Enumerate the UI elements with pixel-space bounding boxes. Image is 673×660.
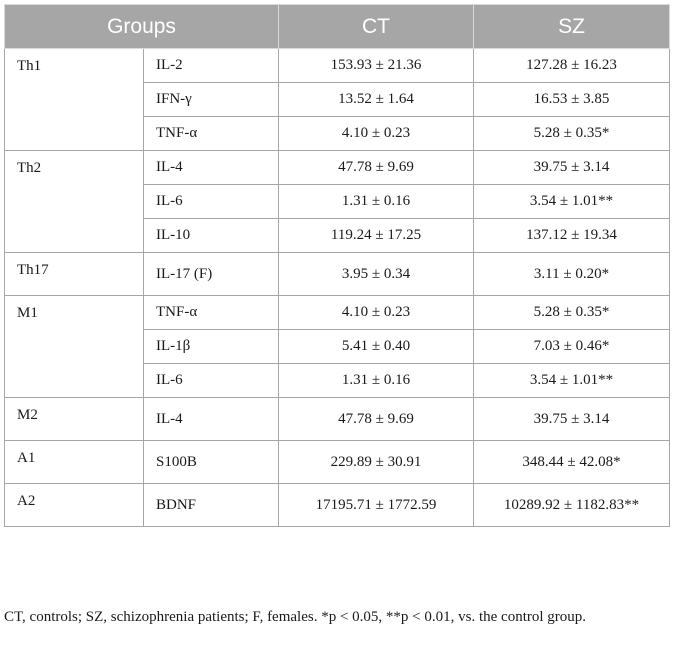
table-row: A2 BDNF 17195.71 ± 1772.59 10289.92 ± 1182.…	[4, 483, 670, 527]
group-name: Th17	[4, 252, 144, 296]
table-row: IL-10 119.24 ± 17.25 137.12 ± 19.34	[5, 218, 670, 253]
ct-value-cell: 5.41 ± 0.40	[278, 329, 474, 364]
group-name: M1	[4, 295, 144, 398]
sz-value-cell: 3.11 ± 0.20*	[473, 252, 670, 296]
table-row: Th17 IL-17 (F) 3.95 ± 0.34 3.11 ± 0.20*	[4, 252, 670, 296]
table-row: A1 S100B 229.89 ± 30.91 348.44 ± 42.08*	[4, 440, 670, 484]
sz-value-cell: 127.28 ± 16.23	[473, 48, 670, 83]
sz-value-cell: 348.44 ± 42.08*	[473, 440, 670, 484]
ct-value-cell: 13.52 ± 1.64	[278, 82, 474, 117]
table-row: IFN-γ 13.52 ± 1.64 16.53 ± 3.85	[5, 82, 670, 117]
marker-cell: IL-17 (F)	[143, 252, 279, 296]
marker-cell: IL-2	[143, 48, 279, 83]
ct-value-cell: 47.78 ± 9.69	[278, 150, 474, 185]
marker-cell: TNF-α	[143, 116, 279, 151]
ct-value-cell: 1.31 ± 0.16	[278, 184, 474, 219]
table-row: M2 IL-4 47.78 ± 9.69 39.75 ± 3.14	[4, 397, 670, 441]
sz-value-cell: 3.54 ± 1.01**	[473, 363, 670, 398]
marker-cell: IL-1β	[143, 329, 279, 364]
ct-value-cell: 4.10 ± 0.23	[278, 116, 474, 151]
table-row: M1 TNF-α 4.10 ± 0.23 5.28 ± 0.35*	[4, 295, 670, 398]
sz-value-cell: 5.28 ± 0.35*	[473, 116, 670, 151]
sz-value-cell: 3.54 ± 1.01**	[473, 184, 670, 219]
header-sz: SZ	[473, 4, 670, 49]
table-row: Th1 IL-2 153.93 ± 21.36 127.28 ± 16.23	[4, 48, 670, 151]
table-footnote: CT, controls; SZ, schizophrenia patients…	[4, 609, 587, 625]
marker-cell: IFN-γ	[143, 82, 279, 117]
header-row: Groups CT SZ	[4, 4, 670, 49]
ct-value-cell: 229.89 ± 30.91	[278, 440, 474, 484]
group-name: M2	[4, 397, 144, 441]
marker-cell: IL-6	[143, 363, 279, 398]
group-name: Th2	[4, 150, 144, 253]
ct-value-cell: 3.95 ± 0.34	[278, 252, 474, 296]
marker-cell: S100B	[143, 440, 279, 484]
sz-value-cell: 39.75 ± 3.14	[473, 397, 670, 441]
table-row: IL-1β 5.41 ± 0.40 7.03 ± 0.46*	[5, 329, 670, 364]
sz-value-cell: 39.75 ± 3.14	[473, 150, 670, 185]
ct-value-cell: 1.31 ± 0.16	[278, 363, 474, 398]
marker-cell: IL-4	[143, 150, 279, 185]
marker-cell: TNF-α	[143, 295, 279, 330]
table-row: IL-6 1.31 ± 0.16 3.54 ± 1.01**	[5, 363, 670, 398]
table-container: Groups CT SZ Th1 IL-2 153.93 ± 21.36 127.28…	[4, 4, 670, 527]
table-row: TNF-α 4.10 ± 0.23 5.28 ± 0.35*	[5, 116, 670, 151]
table-row: Th2 IL-4 47.78 ± 9.69 39.75 ± 3.14	[4, 150, 670, 253]
table-row: IL-6 1.31 ± 0.16 3.54 ± 1.01**	[5, 184, 670, 219]
marker-cell: IL-6	[143, 184, 279, 219]
group-name: Th1	[4, 48, 144, 151]
ct-value-cell: 4.10 ± 0.23	[278, 295, 474, 330]
marker-cell: IL-10	[143, 218, 279, 253]
marker-cell: IL-4	[143, 397, 279, 441]
sz-value-cell: 10289.92 ± 1182.83**	[473, 483, 670, 527]
header-ct: CT	[278, 4, 474, 49]
marker-cell: BDNF	[143, 483, 279, 527]
group-name: A1	[4, 440, 144, 484]
ct-value-cell: 17195.71 ± 1772.59	[278, 483, 474, 527]
sz-value-cell: 137.12 ± 19.34	[473, 218, 670, 253]
ct-value-cell: 119.24 ± 17.25	[278, 218, 474, 253]
sz-value-cell: 16.53 ± 3.85	[473, 82, 670, 117]
cytokine-table: Groups CT SZ Th1 IL-2 153.93 ± 21.36 127.28…	[4, 4, 670, 527]
group-name: A2	[4, 483, 144, 527]
sz-value-cell: 5.28 ± 0.35*	[473, 295, 670, 330]
sz-value-cell: 7.03 ± 0.46*	[473, 329, 670, 364]
ct-value-cell: 153.93 ± 21.36	[278, 48, 474, 83]
header-groups: Groups	[4, 4, 279, 49]
ct-value-cell: 47.78 ± 9.69	[278, 397, 474, 441]
